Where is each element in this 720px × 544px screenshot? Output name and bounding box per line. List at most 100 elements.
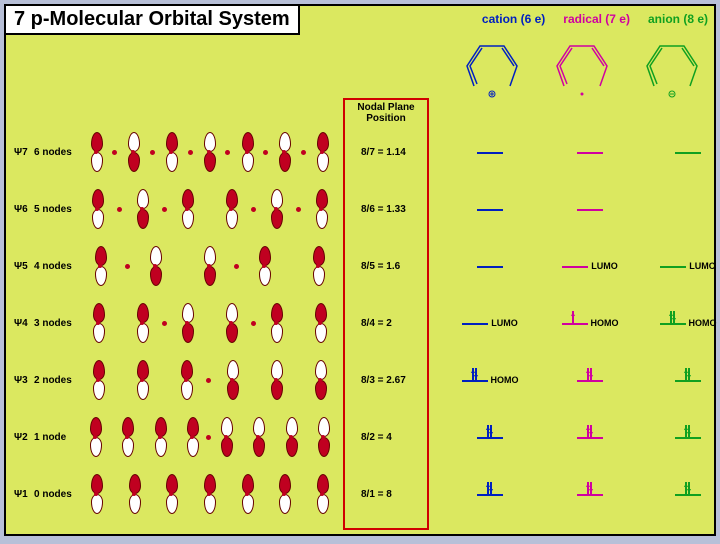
orbital-strip bbox=[84, 412, 334, 462]
cation-level bbox=[454, 489, 526, 499]
p-orbital bbox=[89, 474, 103, 514]
p-orbital bbox=[315, 132, 329, 172]
p-orbital bbox=[284, 417, 298, 457]
psi-label: Ψ6 bbox=[14, 204, 34, 215]
p-orbital bbox=[240, 474, 254, 514]
radical-level bbox=[554, 204, 626, 214]
p-orbital bbox=[314, 189, 328, 229]
electron-arrows bbox=[587, 368, 592, 380]
p-orbital bbox=[269, 189, 283, 229]
p-orbital bbox=[91, 360, 105, 400]
node-marker bbox=[206, 435, 211, 440]
electron-arrows bbox=[487, 482, 492, 494]
nodal-value: 8/4 = 2 bbox=[357, 318, 433, 329]
header-anion: anion (8 e) bbox=[648, 12, 708, 26]
energy-level bbox=[675, 152, 701, 154]
p-orbital bbox=[135, 303, 149, 343]
node-marker bbox=[206, 378, 211, 383]
p-orbital bbox=[277, 132, 291, 172]
orbital-row: Ψ32 nodes 8/3 = 2.67 HOMO bbox=[14, 352, 706, 408]
orbital-strip bbox=[84, 355, 334, 405]
node-marker bbox=[263, 150, 268, 155]
electron-arrows bbox=[587, 425, 592, 437]
p-orbital bbox=[135, 360, 149, 400]
node-marker bbox=[225, 150, 230, 155]
anion-level bbox=[652, 432, 720, 442]
cation-level bbox=[454, 261, 526, 271]
energy-level bbox=[562, 323, 588, 325]
p-orbital bbox=[251, 417, 265, 457]
p-orbital bbox=[126, 132, 140, 172]
nodal-value: 8/7 = 1.14 bbox=[357, 147, 433, 158]
psi-label: Ψ2 bbox=[14, 432, 34, 443]
p-orbital bbox=[240, 132, 254, 172]
orbital-row: Ψ43 nodes8/4 = 2LUMOHOMOHOMO bbox=[14, 295, 706, 351]
p-orbital bbox=[277, 474, 291, 514]
nodes-count-label: 2 nodes bbox=[34, 375, 84, 386]
p-orbital bbox=[224, 303, 238, 343]
p-orbital bbox=[135, 189, 149, 229]
nodes-count-label: 1 node bbox=[34, 432, 84, 443]
energy-level bbox=[577, 152, 603, 154]
p-orbital bbox=[315, 474, 329, 514]
nodal-value: 8/2 = 4 bbox=[357, 432, 433, 443]
title-box: 7 p-Molecular Orbital System bbox=[4, 4, 300, 35]
cation-level: HOMO bbox=[454, 375, 526, 385]
orbital-strip bbox=[84, 184, 334, 234]
p-orbital bbox=[153, 417, 167, 457]
nodal-value: 8/5 = 1.6 bbox=[357, 261, 433, 272]
anion-level bbox=[652, 375, 720, 385]
p-orbital bbox=[202, 246, 216, 286]
radical-level bbox=[554, 147, 626, 157]
radical-ring bbox=[552, 36, 612, 100]
p-orbital bbox=[127, 474, 141, 514]
anion-ring bbox=[642, 36, 702, 100]
node-marker bbox=[125, 264, 130, 269]
radical-level bbox=[554, 489, 626, 499]
header-radical: radical (7 e) bbox=[563, 12, 630, 26]
energy-level bbox=[562, 266, 588, 268]
orbital-tag: HOMO bbox=[491, 375, 519, 385]
orbital-tag: LUMO bbox=[591, 261, 618, 271]
electron-arrows bbox=[472, 368, 477, 380]
electron-arrows bbox=[572, 311, 574, 323]
orbital-strip bbox=[84, 241, 334, 291]
p-orbital bbox=[313, 303, 327, 343]
p-orbital bbox=[89, 132, 103, 172]
nodal-value: 8/1 = 8 bbox=[357, 489, 433, 500]
anion-level: HOMO bbox=[652, 318, 720, 328]
electron-arrows bbox=[685, 482, 690, 494]
orbital-row: Ψ10 nodes8/1 = 8 bbox=[14, 466, 706, 522]
p-orbital bbox=[202, 474, 216, 514]
p-orbital bbox=[88, 417, 102, 457]
p-orbital bbox=[316, 417, 330, 457]
p-orbital bbox=[180, 189, 194, 229]
header-cation: cation (6 e) bbox=[482, 12, 545, 26]
orbital-tag: LUMO bbox=[491, 318, 518, 328]
p-orbital bbox=[164, 474, 178, 514]
orbital-row: Ψ21 node 8/2 = 4 bbox=[14, 409, 706, 465]
nodes-count-label: 6 nodes bbox=[34, 147, 84, 158]
nodal-value: 8/3 = 2.67 bbox=[357, 375, 433, 386]
psi-label: Ψ7 bbox=[14, 147, 34, 158]
orbital-row: Ψ65 nodes8/6 = 1.33 bbox=[14, 181, 706, 237]
p-orbital bbox=[180, 303, 194, 343]
orbital-strip bbox=[84, 127, 334, 177]
node-marker bbox=[188, 150, 193, 155]
radical-level: HOMO bbox=[554, 318, 626, 328]
energy-level bbox=[660, 266, 686, 268]
p-orbital bbox=[93, 246, 107, 286]
radical-level bbox=[554, 432, 626, 442]
cation-level: LUMO bbox=[454, 318, 526, 328]
p-orbital bbox=[179, 360, 193, 400]
p-orbital bbox=[225, 360, 239, 400]
psi-label: Ψ5 bbox=[14, 261, 34, 272]
p-orbital bbox=[202, 132, 216, 172]
p-orbital bbox=[257, 246, 271, 286]
energy-level bbox=[477, 266, 503, 268]
node-marker bbox=[162, 207, 167, 212]
orbital-row: Ψ54 nodes8/5 = 1.6LUMOLUMO bbox=[14, 238, 706, 294]
nodes-count-label: 3 nodes bbox=[34, 318, 84, 329]
psi-label: Ψ3 bbox=[14, 375, 34, 386]
orbital-tag: LUMO bbox=[689, 261, 716, 271]
